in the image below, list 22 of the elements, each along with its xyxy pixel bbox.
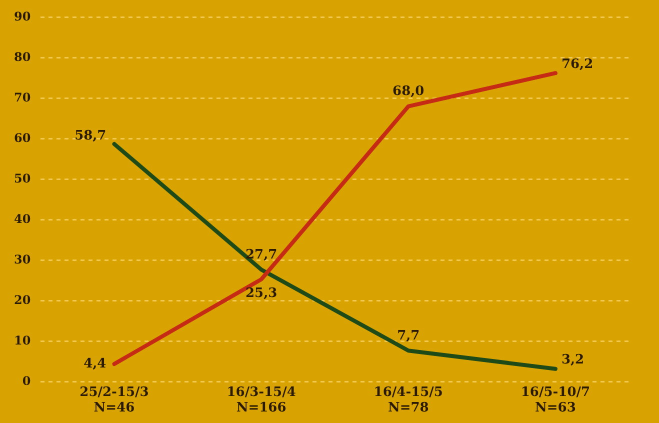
data-label: 3,2 — [561, 352, 584, 368]
x-tick-label: 16/5-10/7 N=63 — [520, 384, 590, 416]
y-tick-label: 30 — [14, 252, 31, 266]
data-label: 25,3 — [245, 286, 278, 302]
y-tick-label: 40 — [14, 212, 31, 226]
data-label: 4,4 — [84, 356, 106, 372]
y-tick-label: 10 — [14, 333, 31, 348]
y-tick-label: 20 — [14, 292, 31, 307]
data-label: 7,7 — [397, 328, 420, 344]
data-label: 27,7 — [245, 247, 278, 262]
x-tick-label: 16/3-15/4 N=166 — [226, 384, 296, 416]
y-tick-label: 90 — [14, 9, 31, 24]
y-tick-label: 60 — [14, 130, 31, 145]
y-tick-label: 50 — [14, 171, 31, 186]
y-tick-label: 0 — [22, 374, 31, 388]
data-label: 68,0 — [392, 84, 424, 100]
x-tick-label: 25/2-15/3 N=46 — [80, 384, 149, 416]
data-label: 58,7 — [74, 128, 106, 144]
x-tick-label: 16/4-15/5 N=78 — [374, 384, 443, 416]
data-label: 76,2 — [561, 56, 594, 72]
y-tick-label: 80 — [14, 50, 31, 64]
y-tick-label: 70 — [14, 90, 31, 104]
